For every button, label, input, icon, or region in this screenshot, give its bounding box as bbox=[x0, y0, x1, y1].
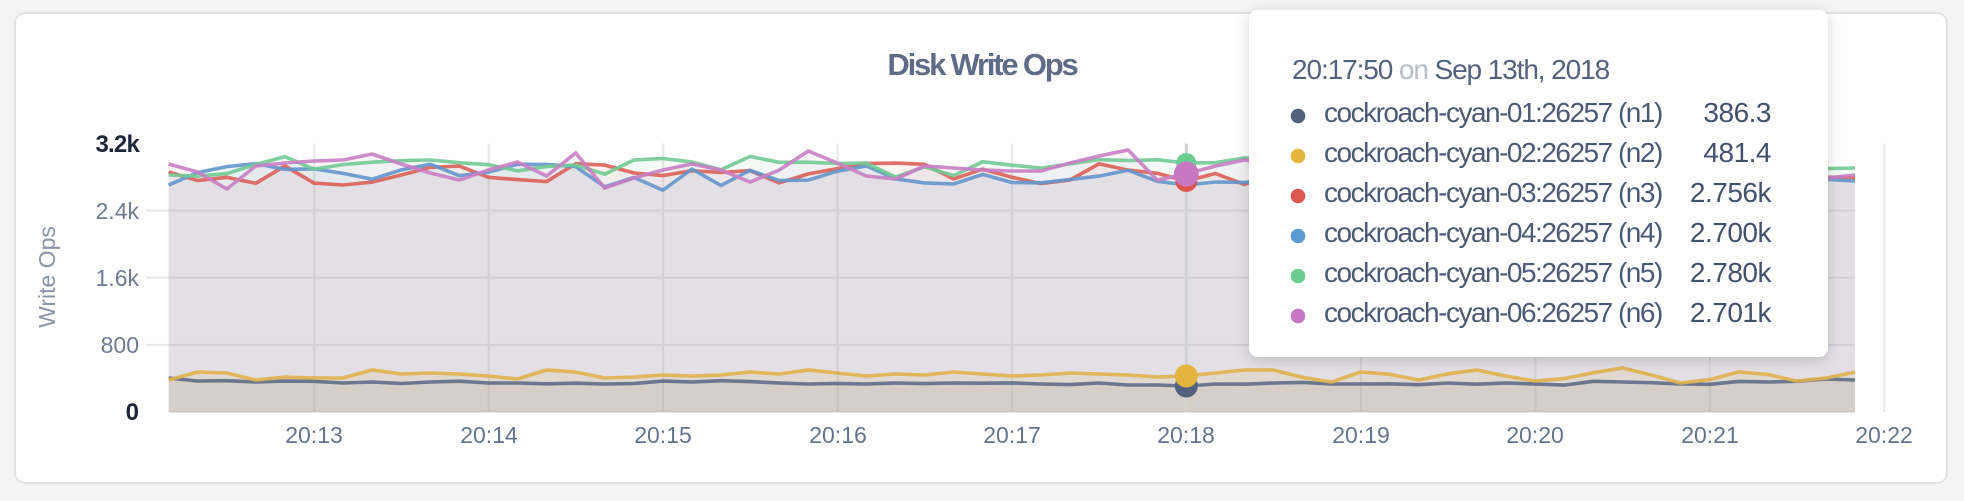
svg-text:Disk Write Ops: Disk Write Ops bbox=[887, 47, 1077, 82]
svg-text:20:18: 20:18 bbox=[1157, 422, 1215, 448]
svg-text:3.2k: 3.2k bbox=[95, 131, 140, 158]
svg-text:481.4: 481.4 bbox=[1703, 137, 1771, 168]
svg-text:2.701k: 2.701k bbox=[1690, 297, 1773, 328]
svg-text:cockroach-cyan-03:26257 (n3): cockroach-cyan-03:26257 (n3) bbox=[1324, 177, 1662, 208]
svg-text:20:20: 20:20 bbox=[1506, 422, 1564, 448]
svg-text:2.700k: 2.700k bbox=[1690, 217, 1773, 248]
svg-text:20:13: 20:13 bbox=[285, 422, 343, 448]
svg-text:2.756k: 2.756k bbox=[1690, 177, 1773, 208]
svg-text:cockroach-cyan-02:26257 (n2): cockroach-cyan-02:26257 (n2) bbox=[1324, 137, 1662, 168]
svg-text:cockroach-cyan-06:26257 (n6): cockroach-cyan-06:26257 (n6) bbox=[1324, 297, 1662, 328]
svg-text:20:15: 20:15 bbox=[634, 422, 692, 448]
svg-text:cockroach-cyan-01:26257 (n1): cockroach-cyan-01:26257 (n1) bbox=[1324, 97, 1662, 128]
svg-text:1.6k: 1.6k bbox=[96, 265, 140, 291]
svg-text:20:17:50 on Sep 13th, 2018: 20:17:50 on Sep 13th, 2018 bbox=[1292, 54, 1610, 85]
svg-text:cockroach-cyan-05:26257 (n5): cockroach-cyan-05:26257 (n5) bbox=[1324, 257, 1662, 288]
svg-text:2.780k: 2.780k bbox=[1690, 257, 1773, 288]
svg-text:20:21: 20:21 bbox=[1681, 422, 1739, 448]
svg-text:20:16: 20:16 bbox=[809, 422, 867, 448]
svg-text:0: 0 bbox=[126, 399, 139, 426]
svg-text:20:19: 20:19 bbox=[1332, 422, 1390, 448]
svg-text:800: 800 bbox=[101, 332, 139, 358]
svg-text:cockroach-cyan-04:26257 (n4): cockroach-cyan-04:26257 (n4) bbox=[1324, 217, 1662, 248]
svg-text:20:17: 20:17 bbox=[983, 422, 1041, 448]
svg-text:386.3: 386.3 bbox=[1703, 97, 1771, 128]
svg-text:Write Ops: Write Ops bbox=[34, 226, 60, 328]
svg-text:2.4k: 2.4k bbox=[96, 198, 140, 224]
svg-text:20:22: 20:22 bbox=[1855, 422, 1913, 448]
svg-text:20:14: 20:14 bbox=[460, 422, 518, 448]
